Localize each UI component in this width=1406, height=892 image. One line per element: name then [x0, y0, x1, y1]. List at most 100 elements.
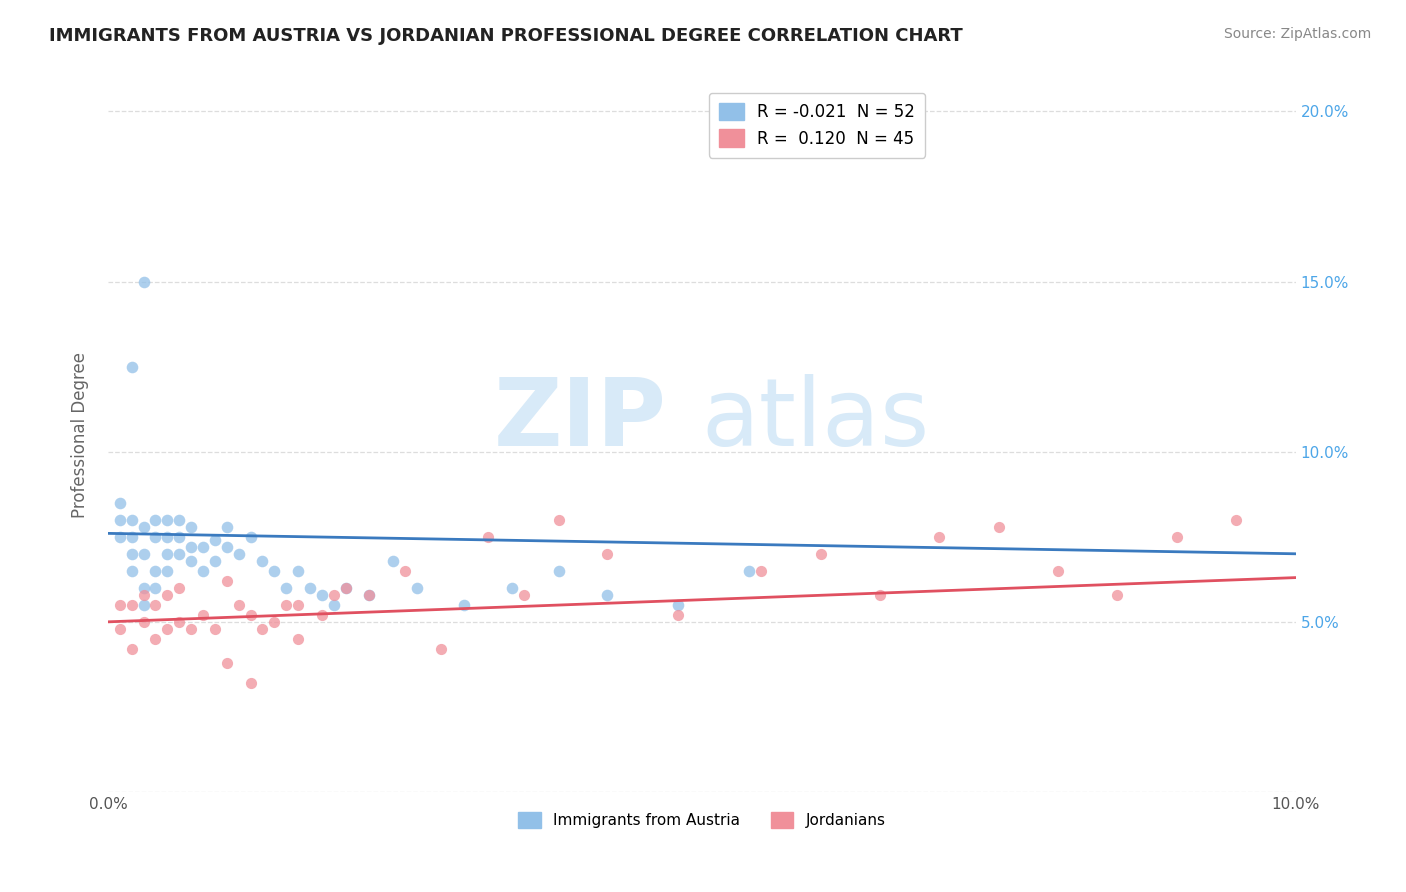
Point	[359, 588, 381, 602]
Point	[108, 622, 131, 636]
Point	[215, 574, 238, 588]
Point	[1107, 588, 1129, 602]
Point	[145, 632, 167, 646]
Point	[322, 598, 344, 612]
Point	[596, 588, 619, 602]
Point	[132, 275, 155, 289]
Point	[167, 513, 190, 527]
Point	[596, 547, 619, 561]
Point	[987, 519, 1010, 533]
Point	[167, 615, 190, 629]
Point	[121, 564, 143, 578]
Point	[453, 598, 475, 612]
Point	[180, 622, 202, 636]
Point	[228, 598, 250, 612]
Point	[239, 607, 262, 622]
Point	[666, 607, 689, 622]
Point	[132, 588, 155, 602]
Point	[263, 615, 285, 629]
Point	[228, 547, 250, 561]
Point	[215, 519, 238, 533]
Point	[252, 622, 274, 636]
Point	[167, 581, 190, 595]
Point	[215, 656, 238, 670]
Point	[405, 581, 427, 595]
Point	[287, 564, 309, 578]
Point	[156, 530, 179, 544]
Text: atlas: atlas	[702, 375, 929, 467]
Point	[298, 581, 321, 595]
Point	[477, 530, 499, 544]
Point	[132, 547, 155, 561]
Point	[132, 598, 155, 612]
Point	[252, 553, 274, 567]
Point	[287, 598, 309, 612]
Legend: Immigrants from Austria, Jordanians: Immigrants from Austria, Jordanians	[512, 806, 891, 834]
Point	[204, 533, 226, 548]
Point	[180, 540, 202, 554]
Point	[191, 540, 214, 554]
Point	[928, 530, 950, 544]
Point	[239, 530, 262, 544]
Point	[121, 547, 143, 561]
Point	[108, 513, 131, 527]
Point	[501, 581, 523, 595]
Point	[108, 598, 131, 612]
Point	[156, 547, 179, 561]
Text: ZIP: ZIP	[494, 375, 666, 467]
Point	[145, 564, 167, 578]
Point	[121, 513, 143, 527]
Text: IMMIGRANTS FROM AUSTRIA VS JORDANIAN PROFESSIONAL DEGREE CORRELATION CHART: IMMIGRANTS FROM AUSTRIA VS JORDANIAN PRO…	[49, 27, 963, 45]
Point	[512, 588, 534, 602]
Point	[382, 553, 405, 567]
Point	[132, 581, 155, 595]
Point	[287, 632, 309, 646]
Point	[145, 581, 167, 595]
Point	[156, 588, 179, 602]
Point	[1047, 564, 1070, 578]
Point	[156, 622, 179, 636]
Point	[215, 540, 238, 554]
Point	[738, 564, 761, 578]
Point	[810, 547, 832, 561]
Point	[322, 588, 344, 602]
Point	[311, 607, 333, 622]
Point	[276, 581, 298, 595]
Point	[167, 547, 190, 561]
Y-axis label: Professional Degree: Professional Degree	[72, 351, 89, 517]
Point	[239, 676, 262, 690]
Point	[180, 519, 202, 533]
Point	[311, 588, 333, 602]
Point	[394, 564, 416, 578]
Point	[359, 588, 381, 602]
Point	[167, 530, 190, 544]
Point	[749, 564, 772, 578]
Point	[204, 622, 226, 636]
Point	[1166, 530, 1188, 544]
Point	[121, 359, 143, 374]
Point	[156, 513, 179, 527]
Point	[145, 530, 167, 544]
Point	[263, 564, 285, 578]
Point	[335, 581, 357, 595]
Point	[121, 598, 143, 612]
Point	[132, 519, 155, 533]
Point	[121, 642, 143, 657]
Point	[108, 530, 131, 544]
Point	[145, 513, 167, 527]
Point	[191, 607, 214, 622]
Point	[145, 598, 167, 612]
Point	[429, 642, 451, 657]
Point	[548, 564, 571, 578]
Point	[276, 598, 298, 612]
Point	[180, 553, 202, 567]
Point	[666, 598, 689, 612]
Point	[869, 588, 891, 602]
Point	[1225, 513, 1247, 527]
Point	[335, 581, 357, 595]
Point	[191, 564, 214, 578]
Point	[548, 513, 571, 527]
Point	[108, 496, 131, 510]
Text: Source: ZipAtlas.com: Source: ZipAtlas.com	[1223, 27, 1371, 41]
Point	[132, 615, 155, 629]
